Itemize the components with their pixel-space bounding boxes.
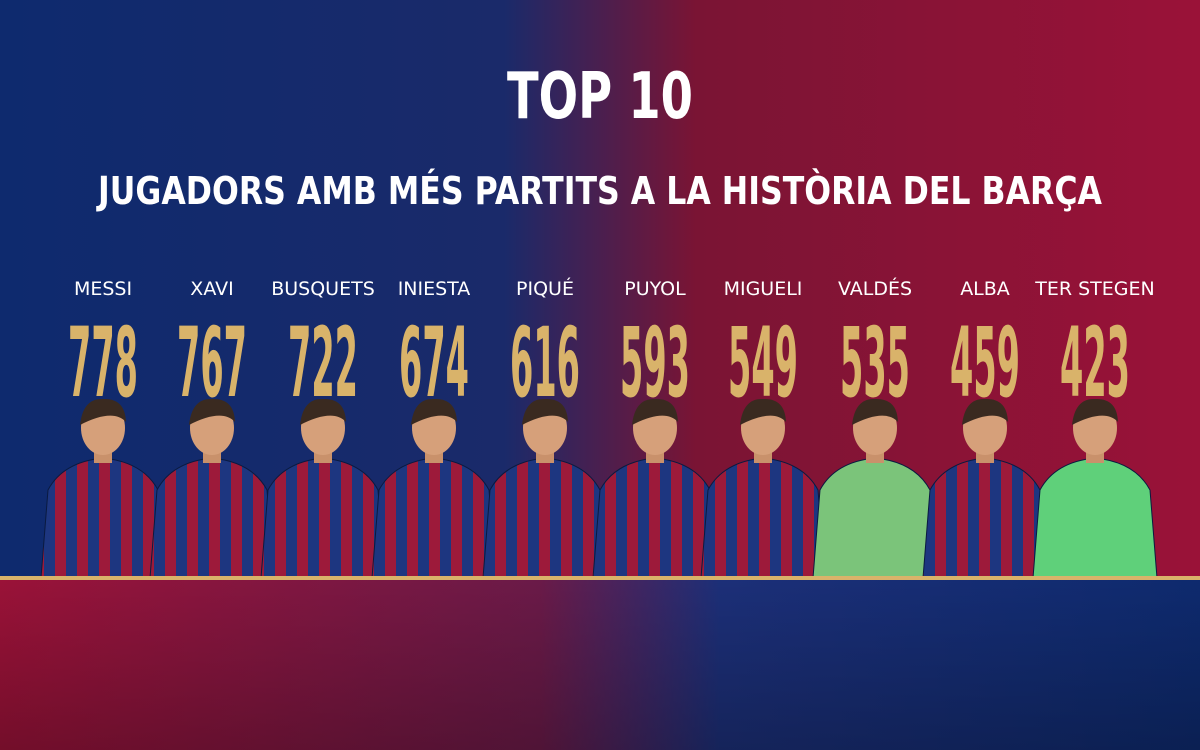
player-figure	[700, 398, 826, 579]
player-name: INIESTA	[398, 278, 471, 300]
player-body	[592, 457, 718, 579]
gold-line	[0, 576, 1200, 580]
player-name: XAVI	[190, 278, 233, 300]
player-figure	[592, 398, 718, 579]
player-name: PUYOL	[624, 278, 686, 300]
player-body	[922, 457, 1048, 579]
player-figure	[40, 398, 166, 579]
player-figure	[260, 398, 386, 579]
player-body	[1032, 457, 1158, 579]
player-hair	[852, 398, 898, 425]
player-name: MESSI	[74, 278, 132, 300]
player-name: BUSQUETS	[271, 278, 375, 300]
player-name: VALDÉS	[838, 277, 912, 300]
player-body	[260, 457, 386, 579]
player-hair	[411, 398, 457, 425]
player-body	[371, 457, 497, 579]
player-hair	[189, 398, 235, 425]
player-matches: 778	[68, 307, 138, 419]
player-figure	[922, 398, 1048, 579]
subtitle: JUGADORS AMB MÉS PARTITS A LA HISTÒRIA D…	[96, 169, 1103, 213]
player-figure	[371, 398, 497, 579]
player-name: ALBA	[960, 278, 1010, 300]
player-figure	[482, 398, 608, 579]
player-matches: 674	[399, 307, 469, 419]
player-figure	[149, 398, 275, 579]
player-name: MIGUELI	[724, 278, 803, 300]
player-figure	[1032, 398, 1158, 579]
player-hair	[740, 398, 786, 425]
player-body	[149, 457, 275, 579]
player-matches: 722	[288, 307, 358, 419]
player-body	[482, 457, 608, 579]
player-matches: 459	[950, 307, 1020, 419]
player-matches: 549	[728, 307, 798, 419]
player-labels: MESSI 778 XAVI 767 BUSQUETS 722 INIESTA 674 PIQU…	[68, 277, 1155, 419]
title: TOP 10	[507, 60, 693, 134]
player-matches: 535	[840, 307, 910, 419]
player-hair	[1072, 398, 1118, 425]
player-matches: 423	[1060, 307, 1130, 419]
player-hair	[80, 398, 126, 425]
player-name: TER STEGEN	[1034, 278, 1154, 300]
player-figures	[40, 398, 1158, 579]
player-body	[812, 457, 938, 579]
player-matches: 616	[510, 307, 580, 419]
player-matches: 593	[620, 307, 690, 419]
player-hair	[632, 398, 678, 425]
player-figure	[812, 398, 938, 579]
player-name: PIQUÉ	[516, 277, 574, 300]
player-body	[700, 457, 826, 579]
player-matches: 767	[177, 307, 247, 419]
player-hair	[300, 398, 346, 425]
shade	[0, 580, 1200, 750]
player-hair	[522, 398, 568, 425]
player-body	[40, 457, 166, 579]
player-hair	[962, 398, 1008, 425]
